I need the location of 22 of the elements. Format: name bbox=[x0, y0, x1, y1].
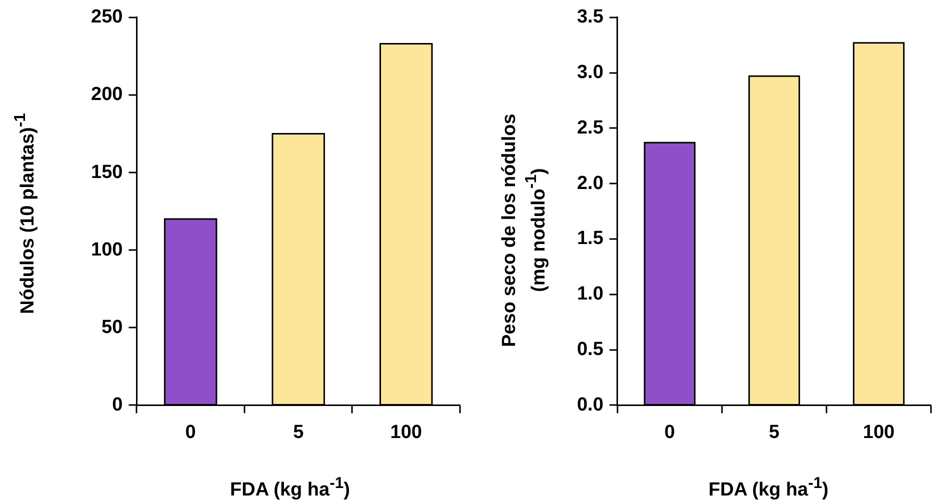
x-tick-label: 100 bbox=[390, 422, 422, 443]
y-tick-label: 1.5 bbox=[576, 228, 604, 250]
x-axis-title: FDA (kg ha$^{-1}$) bbox=[708, 475, 830, 502]
y-tick-label: 150 bbox=[91, 162, 123, 183]
y-tick-label: 0.5 bbox=[576, 339, 604, 360]
x-tick-label: 0 bbox=[664, 422, 675, 443]
y-tick-label: 1.0 bbox=[576, 284, 604, 305]
x-tick-label: 100 bbox=[862, 422, 895, 443]
y-tick-label: 50 bbox=[102, 316, 123, 338]
y-tick-label: 3.5 bbox=[576, 6, 604, 28]
y-tick-label: 100 bbox=[91, 239, 123, 260]
x-tick-label: 5 bbox=[293, 422, 304, 443]
x-tick-label: 0 bbox=[185, 422, 196, 443]
x-axis-title: FDA (kg ha$^{-1}$) bbox=[229, 475, 351, 502]
y-tick-label: 250 bbox=[91, 6, 123, 28]
y-tick-label: 200 bbox=[91, 84, 123, 106]
y-tick-label: 2.0 bbox=[576, 172, 604, 194]
x-tick-label: 5 bbox=[768, 422, 780, 443]
y-tick-label: 0.0 bbox=[576, 394, 604, 416]
y-tick-label: 2.5 bbox=[576, 117, 604, 138]
y-tick-label: 0 bbox=[112, 394, 123, 416]
y-tick-label: 3.0 bbox=[576, 62, 604, 84]
